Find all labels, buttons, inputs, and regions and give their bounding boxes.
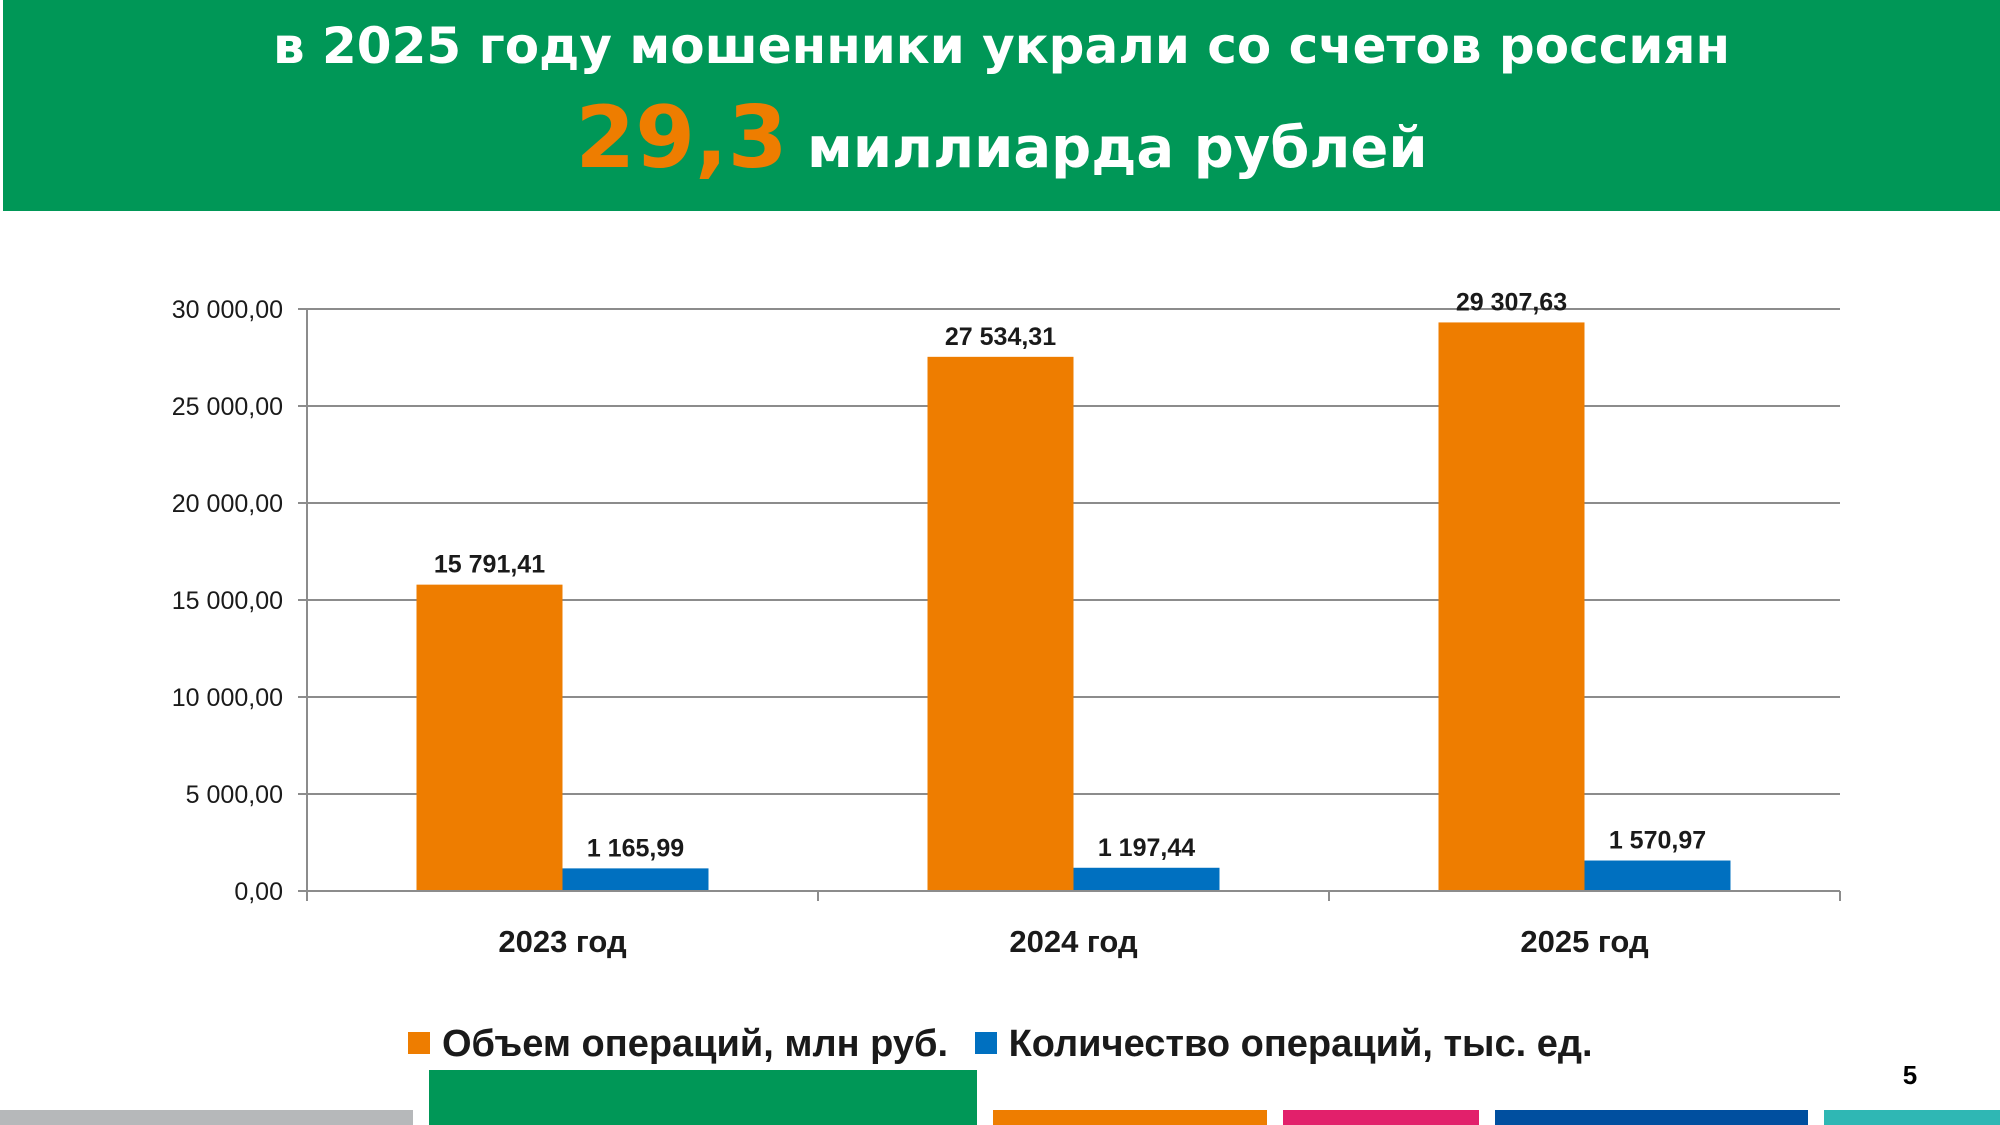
y-axis-ticks: 0,00 5 000,00 10 000,00 15 000,00 20 000,00 2… [172,296,307,906]
bar-label-volume-1: 15 791,41 [434,551,545,579]
bar-label-volume-2: 27 534,31 [945,323,1056,351]
y-tick-label: 0,00 [234,878,283,906]
legend-item-count: Количество операций, тыс. ед. [974,1023,1593,1066]
bar-volume-2 [927,356,1074,892]
y-tick-label: 5 000,00 [186,781,283,809]
bars [416,322,1731,892]
y-tick-label: 25 000,00 [172,393,283,421]
y-tick-label: 15 000,00 [172,587,283,615]
bar-label-count-1: 1 165,99 [587,834,684,862]
bar-count-1 [562,868,709,891]
title-highlight-number: 29,3 [575,88,788,188]
y-tick-label: 10 000,00 [172,684,283,712]
header-banner: в 2025 году мошенники украли со счетов р… [3,0,2000,211]
title-line-2-rest: миллиарда рублей [787,116,1428,181]
bar-chart: 0,00 5 000,00 10 000,00 15 000,00 20 000,00 2… [172,288,1841,959]
legend-swatch-volume [408,1032,430,1055]
title-line-1: в 2025 году мошенники украли со счетов р… [272,17,1731,75]
page-number: 5 [1902,1060,1918,1090]
strip-teal [1824,1110,2000,1125]
strip-navy [1495,1110,1808,1125]
bar-value-labels: 15 791,41 27 534,31 29 307,63 1 165,99 1 197… [434,288,1706,862]
y-tick-label: 20 000,00 [172,490,283,518]
y-tick-label: 30 000,00 [172,296,283,324]
bar-volume-3 [1438,322,1585,891]
bar-label-count-3: 1 570,97 [1609,827,1706,855]
bar-volume-1 [416,584,563,891]
x-tick-label: 2024 год [1009,924,1138,959]
legend-item-volume: Объем операций, млн руб. [408,1023,948,1066]
legend-label-count: Количество операций, тыс. ед. [1008,1023,1593,1066]
x-tick-label: 2023 год [498,924,627,959]
x-tick-label: 2025 год [1520,924,1649,959]
axes [306,309,1840,892]
strip-green [429,1070,977,1125]
bar-label-count-2: 1 197,44 [1098,834,1195,862]
bar-count-2 [1073,867,1220,891]
strip-pink [1283,1110,1479,1125]
bar-label-volume-3: 29 307,63 [1456,288,1567,316]
strip-gray [0,1110,413,1125]
legend-swatch-count [974,1032,997,1055]
x-axis-ticks: 2023 год 2024 год 2025 год [306,891,1841,959]
strip-orange [993,1110,1267,1125]
bar-count-3 [1584,860,1731,891]
title-line-2: 29,3 миллиарда рублей [3,95,2000,189]
legend-label-volume: Объем операций, млн руб. [442,1023,949,1066]
